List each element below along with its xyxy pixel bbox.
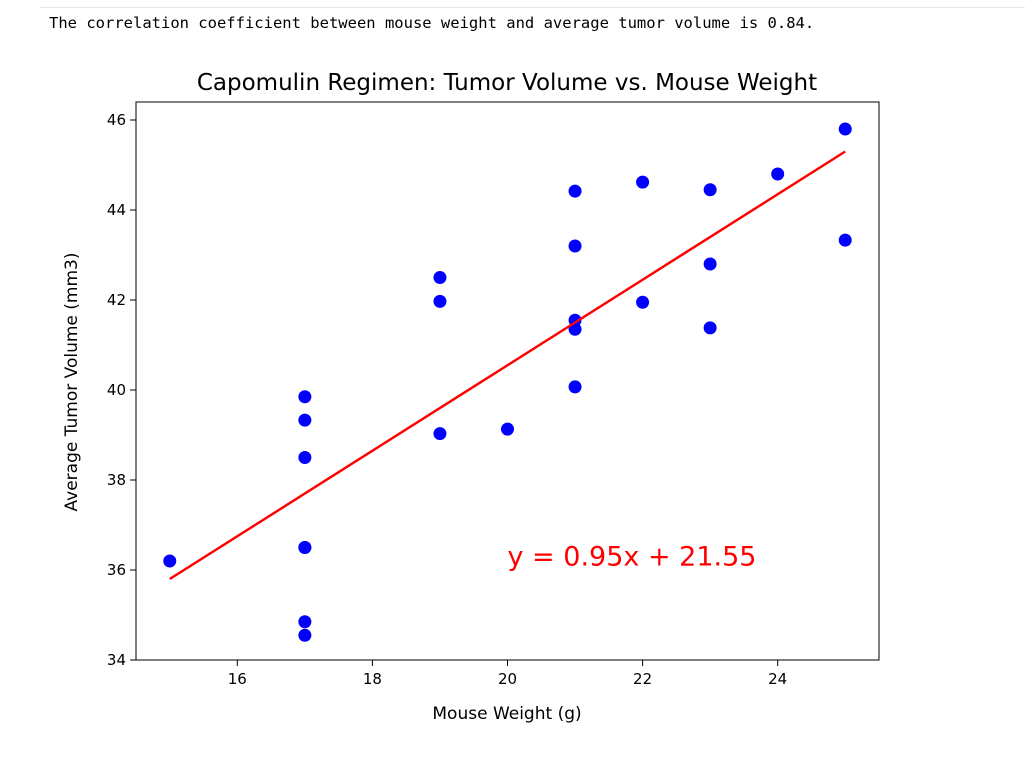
data-point xyxy=(298,390,312,404)
data-point xyxy=(703,183,717,197)
regression-layer: y = 0.95x + 21.55 xyxy=(169,150,846,581)
y-tick-label: 34 xyxy=(107,651,126,669)
chart-title: Capomulin Regimen: Tumor Volume vs. Mous… xyxy=(197,70,817,96)
data-point xyxy=(771,167,785,181)
regression-equation: y = 0.95x + 21.55 xyxy=(508,542,757,573)
data-point xyxy=(433,427,447,441)
y-axis-label: Average Tumor Volume (mm3) xyxy=(62,253,82,512)
data-point xyxy=(636,175,650,189)
y-tick-label: 46 xyxy=(107,111,126,129)
y-tick-label: 40 xyxy=(107,381,126,399)
data-point xyxy=(298,628,312,642)
y-tick-label: 44 xyxy=(107,201,126,219)
plot-frame xyxy=(135,101,880,661)
data-point xyxy=(838,233,852,247)
x-axis-label: Mouse Weight (g) xyxy=(432,704,581,724)
data-point xyxy=(636,295,650,309)
data-point xyxy=(298,615,312,629)
y-tick-label: 36 xyxy=(107,561,126,579)
x-tick-label: 16 xyxy=(228,670,247,688)
data-point xyxy=(703,257,717,271)
data-point xyxy=(298,451,312,464)
cell-divider xyxy=(40,0,1025,8)
data-point xyxy=(433,271,447,284)
data-point xyxy=(838,122,852,136)
data-point xyxy=(568,380,582,394)
data-point xyxy=(163,554,177,568)
data-point xyxy=(703,321,717,335)
y-tick-label: 42 xyxy=(107,291,126,309)
axes: 16 18 20 22 24 34 36 38 40 42 44 46 xyxy=(107,111,787,688)
data-point xyxy=(298,413,312,427)
regression-line xyxy=(169,150,846,581)
correlation-output: The correlation coefficient between mous… xyxy=(49,14,815,32)
x-tick-label: 22 xyxy=(633,670,652,688)
data-points xyxy=(163,122,852,642)
x-tick-label: 20 xyxy=(498,670,517,688)
x-tick-label: 24 xyxy=(768,670,787,688)
data-point xyxy=(501,422,514,436)
data-point xyxy=(298,541,312,554)
data-point xyxy=(568,239,582,253)
data-point xyxy=(433,294,447,308)
data-point xyxy=(568,184,582,198)
x-tick-label: 18 xyxy=(363,670,382,688)
y-tick-label: 38 xyxy=(107,471,126,489)
